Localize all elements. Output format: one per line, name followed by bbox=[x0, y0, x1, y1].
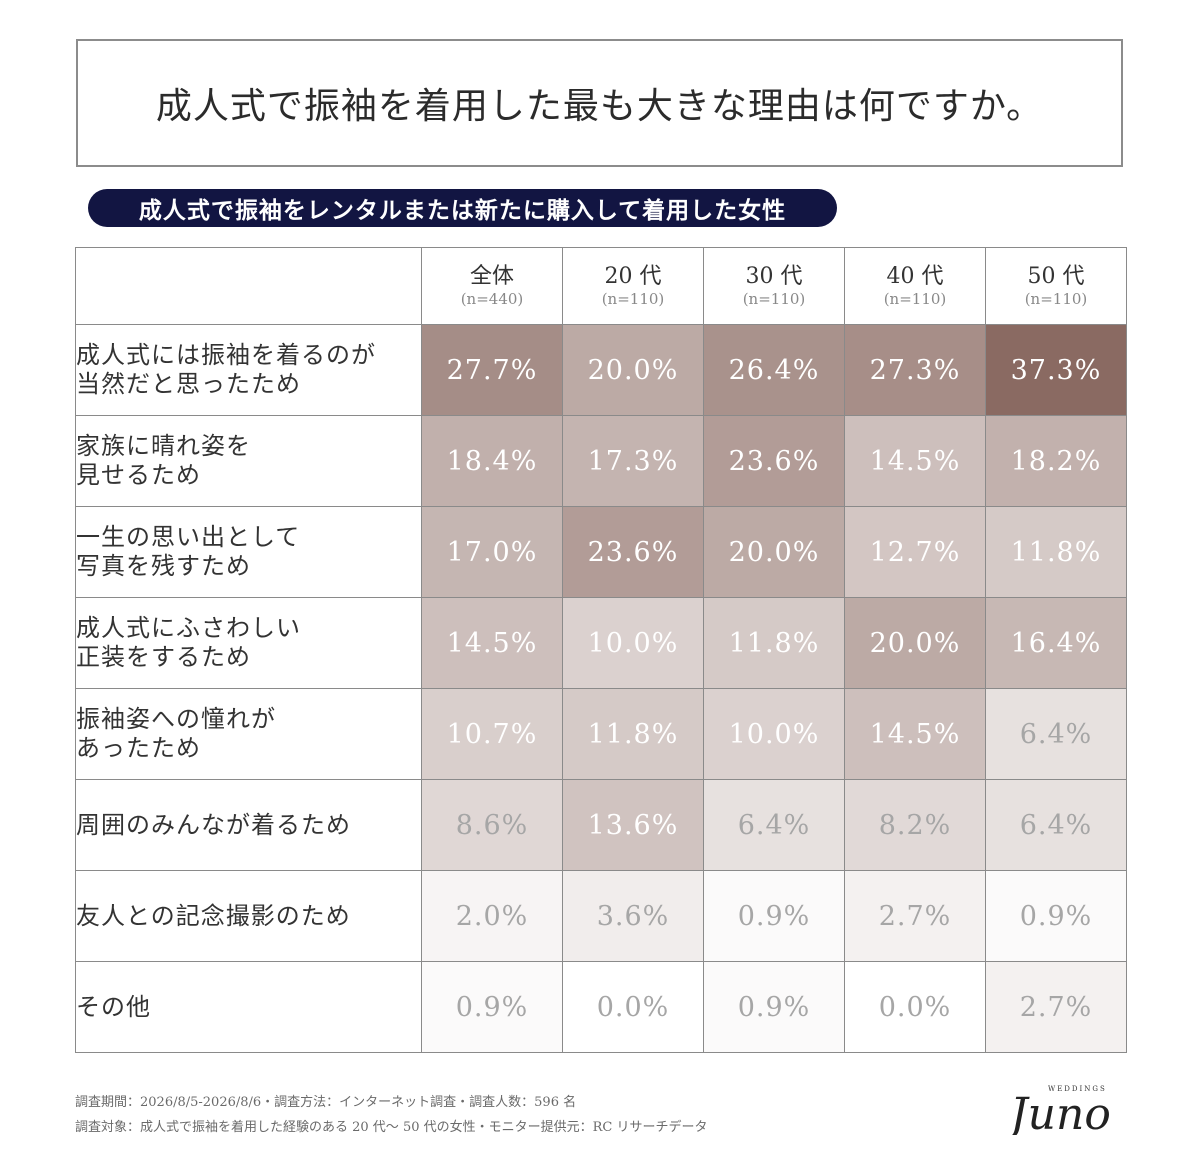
heatmap-cell: 12.7% bbox=[844, 506, 986, 598]
heatmap-cell: 18.4% bbox=[421, 415, 563, 507]
corner-cell bbox=[75, 247, 422, 325]
heatmap-cell: 23.6% bbox=[562, 506, 704, 598]
row-label: 友人との記念撮影のため bbox=[75, 870, 422, 962]
column-name: 全体 bbox=[469, 264, 514, 289]
table-row: その他 0.9% 0.0% 0.9% 0.0% 2.7% bbox=[75, 961, 1127, 1053]
row-label: 成人式にふさわしい 正装をするため bbox=[75, 597, 422, 689]
heatmap-cell: 8.2% bbox=[844, 779, 986, 871]
heatmap-cell: 13.6% bbox=[562, 779, 704, 871]
heatmap-cell: 8.6% bbox=[421, 779, 563, 871]
column-name: 50 代 bbox=[1027, 264, 1085, 289]
row-label: その他 bbox=[75, 961, 422, 1053]
row-label: 家族に晴れ姿を 見せるため bbox=[75, 415, 422, 507]
heatmap-cell: 20.0% bbox=[844, 597, 986, 689]
heatmap-cell: 0.9% bbox=[703, 870, 845, 962]
heatmap-cell: 2.0% bbox=[421, 870, 563, 962]
heatmap-cell: 20.0% bbox=[703, 506, 845, 598]
column-sample-size: (n=110) bbox=[883, 290, 947, 308]
heatmap-cell: 10.7% bbox=[421, 688, 563, 780]
table-row: 家族に晴れ姿を 見せるため 18.4% 17.3% 23.6% 14.5% 18.2% bbox=[75, 415, 1127, 507]
heatmap-cell: 0.0% bbox=[844, 961, 986, 1053]
table-row: 一生の思い出として 写真を残すため 17.0% 23.6% 20.0% 12.7% 11.… bbox=[75, 506, 1127, 598]
heatmap-cell: 18.2% bbox=[985, 415, 1127, 507]
heatmap-cell: 14.5% bbox=[844, 688, 986, 780]
logo-brand: Juno bbox=[1008, 1089, 1111, 1135]
column-sample-size: (n=110) bbox=[1024, 290, 1088, 308]
heatmap-cell: 10.0% bbox=[562, 597, 704, 689]
heatmap-cell: 27.3% bbox=[844, 324, 986, 416]
heatmap-cell: 17.0% bbox=[421, 506, 563, 598]
heatmap-cell: 17.3% bbox=[562, 415, 704, 507]
column-name: 20 代 bbox=[604, 264, 662, 289]
heatmap-cell: 6.4% bbox=[985, 688, 1127, 780]
heatmap-cell: 20.0% bbox=[562, 324, 704, 416]
heatmap-cell: 11.8% bbox=[562, 688, 704, 780]
heatmap-table: 全体 (n=440) 20 代 (n=110) 30 代 (n=110) 40 … bbox=[75, 247, 1127, 1053]
logo-sub: WEDDINGS bbox=[1048, 1085, 1107, 1093]
heatmap-cell: 16.4% bbox=[985, 597, 1127, 689]
row-label: 一生の思い出として 写真を残すため bbox=[75, 506, 422, 598]
table-row: 周囲のみんなが着るため 8.6% 13.6% 6.4% 8.2% 6.4% bbox=[75, 779, 1127, 871]
survey-target-note: 調査対象：成人式で振袖を着用した経験のある 20 代～ 50 代の女性・モニター… bbox=[75, 1120, 708, 1135]
table-row: 振袖姿への憧れが あったため 10.7% 11.8% 10.0% 14.5% 6.4% bbox=[75, 688, 1127, 780]
heatmap-cell: 0.9% bbox=[703, 961, 845, 1053]
column-header: 全体 (n=440) bbox=[421, 247, 563, 325]
column-sample-size: (n=440) bbox=[460, 290, 524, 308]
column-header: 40 代 (n=110) bbox=[844, 247, 986, 325]
heatmap-cell: 27.7% bbox=[421, 324, 563, 416]
heatmap-cell: 14.5% bbox=[844, 415, 986, 507]
table-row: 成人式には振袖を着るのが 当然だと思ったため 27.7% 20.0% 26.4% 27.… bbox=[75, 324, 1127, 416]
column-name: 40 代 bbox=[886, 264, 944, 289]
heatmap-cell: 6.4% bbox=[985, 779, 1127, 871]
column-header: 30 代 (n=110) bbox=[703, 247, 845, 325]
row-label: 周囲のみんなが着るため bbox=[75, 779, 422, 871]
row-label: 振袖姿への憧れが あったため bbox=[75, 688, 422, 780]
question-title: 成人式で振袖を着用した最も大きな理由は何ですか。 bbox=[76, 39, 1123, 167]
heatmap-cell: 2.7% bbox=[844, 870, 986, 962]
heatmap-cell: 2.7% bbox=[985, 961, 1127, 1053]
heatmap-cell: 23.6% bbox=[703, 415, 845, 507]
heatmap-cell: 0.0% bbox=[562, 961, 704, 1053]
subtitle-pill: 成人式で振袖をレンタルまたは新たに購入して着用した女性 bbox=[88, 189, 837, 227]
column-sample-size: (n=110) bbox=[601, 290, 665, 308]
heatmap-cell: 11.8% bbox=[985, 506, 1127, 598]
header-row: 全体 (n=440) 20 代 (n=110) 30 代 (n=110) 40 … bbox=[75, 247, 1127, 325]
heatmap-cell: 14.5% bbox=[421, 597, 563, 689]
table-row: 友人との記念撮影のため 2.0% 3.6% 0.9% 2.7% 0.9% bbox=[75, 870, 1127, 962]
heatmap-cell: 26.4% bbox=[703, 324, 845, 416]
row-label: 成人式には振袖を着るのが 当然だと思ったため bbox=[75, 324, 422, 416]
survey-period-note: 調査期間：2026/8/5-2026/8/6・調査方法：インターネット調査・調査… bbox=[75, 1095, 577, 1110]
juno-weddings-logo: WEDDINGS Juno bbox=[1008, 1085, 1111, 1135]
heatmap-cell: 37.3% bbox=[985, 324, 1127, 416]
heatmap-cell: 10.0% bbox=[703, 688, 845, 780]
heatmap-cell: 6.4% bbox=[703, 779, 845, 871]
column-sample-size: (n=110) bbox=[742, 290, 806, 308]
column-header: 20 代 (n=110) bbox=[562, 247, 704, 325]
heatmap-cell: 0.9% bbox=[985, 870, 1127, 962]
column-name: 30 代 bbox=[745, 264, 803, 289]
heatmap-cell: 3.6% bbox=[562, 870, 704, 962]
table-body: 成人式には振袖を着るのが 当然だと思ったため 27.7% 20.0% 26.4% 27.… bbox=[75, 324, 1127, 1053]
column-header: 50 代 (n=110) bbox=[985, 247, 1127, 325]
heatmap-cell: 0.9% bbox=[421, 961, 563, 1053]
table-row: 成人式にふさわしい 正装をするため 14.5% 10.0% 11.8% 20.0% 16.… bbox=[75, 597, 1127, 689]
heatmap-cell: 11.8% bbox=[703, 597, 845, 689]
